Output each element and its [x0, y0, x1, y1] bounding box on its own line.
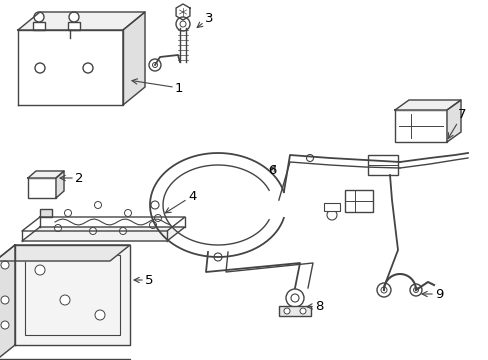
Circle shape — [1, 296, 9, 304]
Text: 6: 6 — [267, 163, 276, 176]
Circle shape — [151, 201, 159, 209]
Polygon shape — [123, 12, 145, 105]
Circle shape — [299, 308, 305, 314]
Text: 8: 8 — [306, 300, 323, 312]
Polygon shape — [446, 100, 460, 142]
Bar — [28, 178, 56, 198]
Circle shape — [89, 228, 96, 234]
Circle shape — [60, 295, 70, 305]
Circle shape — [306, 154, 313, 162]
Text: 5: 5 — [134, 274, 153, 287]
Text: 2: 2 — [60, 171, 83, 184]
Circle shape — [180, 21, 185, 27]
Bar — [279, 306, 310, 316]
Circle shape — [290, 294, 298, 302]
Text: 9: 9 — [421, 288, 443, 301]
Polygon shape — [394, 100, 460, 110]
Bar — [0, 359, 130, 360]
Circle shape — [119, 228, 126, 234]
Circle shape — [124, 210, 131, 216]
Circle shape — [95, 310, 105, 320]
Bar — [33, 22, 45, 30]
Bar — [68, 22, 80, 30]
Circle shape — [154, 215, 161, 221]
Circle shape — [149, 59, 161, 71]
Circle shape — [214, 253, 222, 261]
Circle shape — [152, 63, 157, 68]
Circle shape — [284, 308, 289, 314]
Circle shape — [64, 210, 71, 216]
Circle shape — [380, 287, 386, 293]
Circle shape — [69, 12, 79, 22]
Circle shape — [285, 289, 304, 307]
Circle shape — [149, 221, 156, 229]
Polygon shape — [15, 245, 130, 345]
Polygon shape — [0, 245, 15, 360]
Circle shape — [1, 321, 9, 329]
Polygon shape — [0, 245, 130, 261]
Circle shape — [413, 288, 418, 292]
Text: 4: 4 — [165, 189, 196, 213]
Circle shape — [35, 265, 45, 275]
Polygon shape — [176, 4, 189, 20]
Circle shape — [94, 202, 102, 208]
Polygon shape — [18, 30, 123, 105]
Bar — [324, 203, 339, 211]
Bar — [40, 209, 52, 217]
Polygon shape — [18, 12, 145, 30]
Polygon shape — [28, 171, 64, 178]
Text: 7: 7 — [447, 108, 466, 139]
Text: 1: 1 — [132, 79, 183, 94]
Polygon shape — [22, 227, 184, 241]
Circle shape — [376, 283, 390, 297]
Circle shape — [409, 284, 421, 296]
Bar — [367, 155, 397, 175]
Polygon shape — [56, 171, 64, 198]
Circle shape — [176, 17, 190, 31]
Circle shape — [34, 12, 44, 22]
Circle shape — [35, 63, 45, 73]
Text: 3: 3 — [197, 12, 213, 27]
Circle shape — [54, 225, 61, 231]
Bar — [394, 110, 446, 142]
Bar — [345, 190, 372, 212]
Circle shape — [1, 261, 9, 269]
Circle shape — [83, 63, 93, 73]
Bar — [25, 255, 120, 335]
Circle shape — [326, 210, 336, 220]
